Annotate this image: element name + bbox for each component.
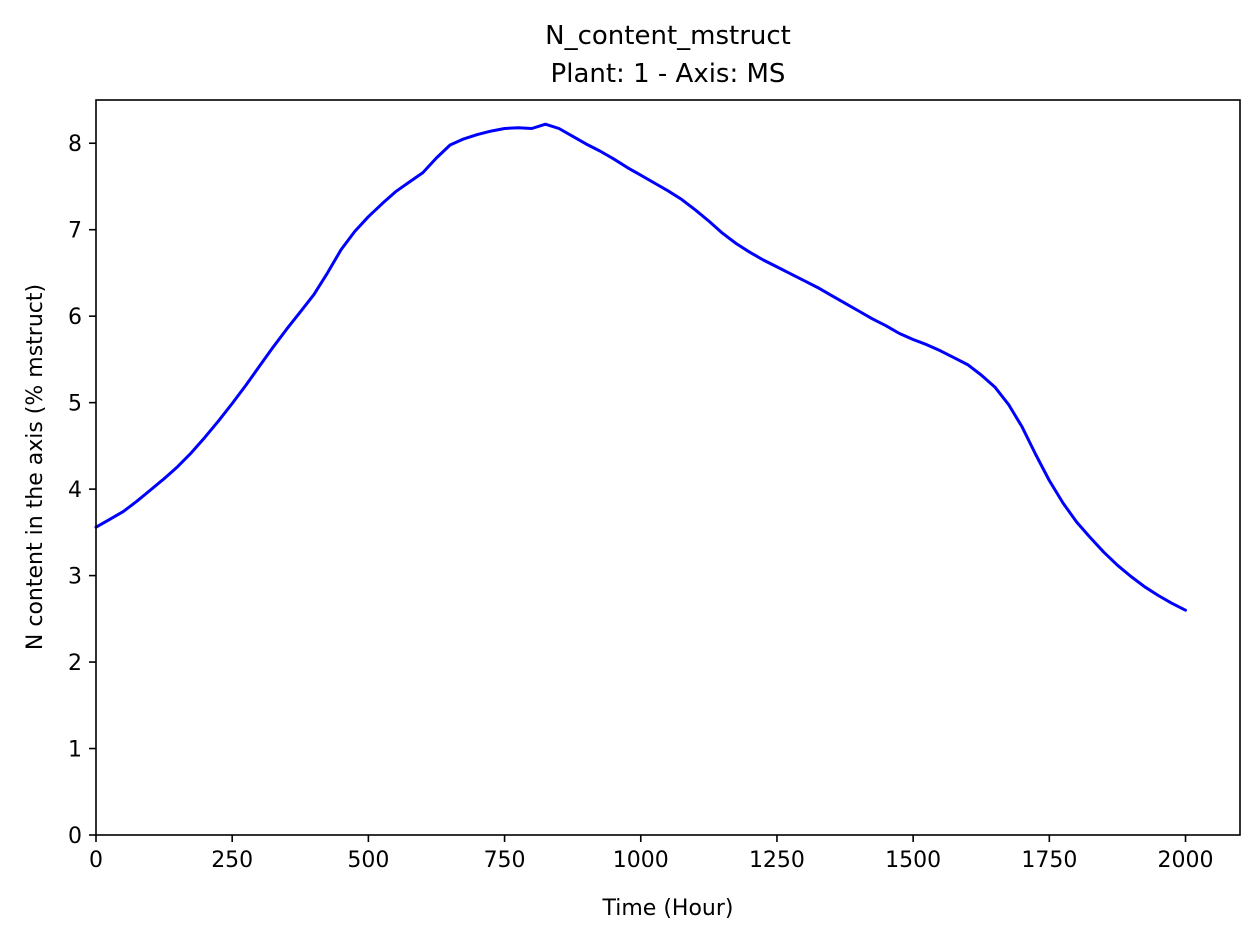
x-axis-label: Time (Hour) — [602, 896, 734, 921]
x-tick-label: 750 — [484, 848, 526, 873]
chart-subtitle: Plant: 1 - Axis: MS — [551, 59, 786, 89]
x-tick-label: 1750 — [1021, 848, 1077, 873]
y-tick-label: 6 — [68, 305, 82, 330]
x-tick-label: 1250 — [749, 848, 805, 873]
x-tick-label: 250 — [211, 848, 253, 873]
y-tick-label: 3 — [68, 565, 82, 590]
x-tick-label: 500 — [347, 848, 389, 873]
y-tick-label: 1 — [68, 738, 82, 763]
plot-frame — [95, 99, 1241, 836]
y-tick-label: 5 — [68, 392, 82, 417]
chart-title: N_content_mstruct — [545, 21, 791, 51]
x-tick-label: 0 — [89, 848, 103, 873]
y-tick-label: 4 — [68, 478, 82, 503]
axis-ticks: 0 250 500 750 1000 1250 1500 1750 2000 0 1 2 3 4 5 6 7 8 — [68, 132, 1214, 873]
y-tick-label: 8 — [68, 132, 82, 157]
y-tick-label: 0 — [68, 824, 82, 849]
plot-area — [94, 122, 1187, 612]
y-tick-label: 2 — [68, 651, 82, 676]
x-tick-label: 2000 — [1158, 848, 1214, 873]
y-tick-label: 7 — [68, 219, 82, 244]
y-axis-label: N content in the axis (% mstruct) — [23, 284, 48, 650]
x-tick-label: 1500 — [885, 848, 941, 873]
series-line — [94, 122, 1187, 612]
x-tick-label: 1000 — [613, 848, 669, 873]
